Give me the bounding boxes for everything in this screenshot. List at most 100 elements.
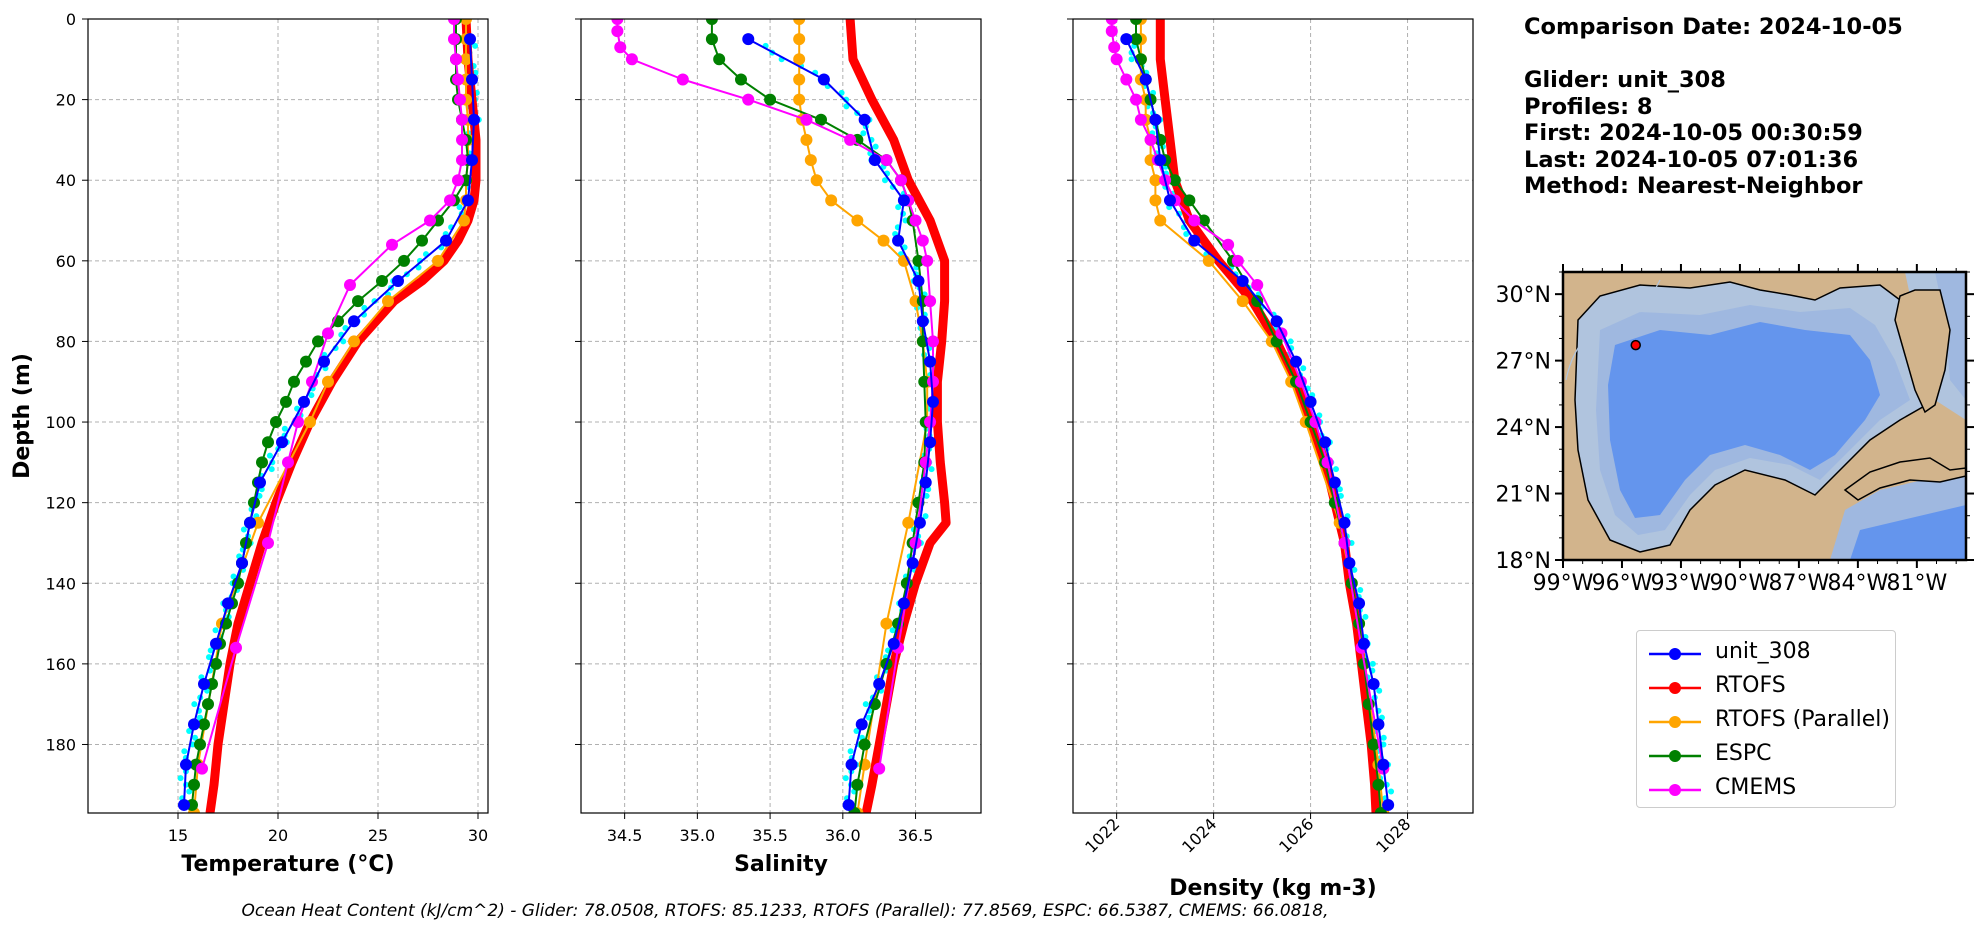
glider-raw-point [1300, 365, 1307, 372]
x-tick-label: 1024 [1178, 814, 1220, 856]
first-time: First: 2024-10-05 00:30:59 [1524, 120, 1863, 146]
series-line-unit-308 [1125, 38, 1390, 806]
glider-raw-point [843, 103, 850, 110]
series-point-cmems [927, 375, 939, 388]
glider-raw-point [1369, 660, 1376, 667]
map-lon-label: 93°W [1651, 571, 1712, 596]
series-point-cmems [424, 214, 436, 227]
series-line-unit-308 [747, 38, 934, 805]
series-point-unit-308 [348, 315, 360, 328]
series-point-unit-308 [912, 274, 925, 287]
last-time: Last: 2024-10-05 07:01:36 [1524, 146, 1859, 173]
series-point-rtofs-parallel- [304, 416, 316, 429]
legend-label: ESPC [1715, 741, 1772, 766]
profile-count: Profiles: 8 [1524, 93, 1653, 120]
series-point-cmems [880, 154, 893, 167]
series-point-unit-308 [1236, 274, 1249, 287]
x-tick-label: 1028 [1372, 814, 1414, 856]
x-axis-label: Salinity [734, 852, 828, 877]
series-point-cmems [1130, 93, 1143, 106]
glider-raw-point [1362, 613, 1369, 620]
series-point-cmems [1110, 53, 1123, 66]
series-point-espc [198, 718, 210, 731]
x-axis-label: Density (kg m-3) [1169, 876, 1377, 901]
map-content [1563, 272, 1966, 560]
series-point-espc [1183, 194, 1196, 207]
series-point-unit-308 [236, 557, 248, 570]
series-point-cmems [1105, 19, 1118, 25]
y-tick-label: 40 [56, 171, 76, 190]
legend-marker [1649, 648, 1701, 660]
series-point-unit-308 [440, 234, 452, 247]
map-lon-label: 96°W [1592, 571, 1653, 596]
series-point-rtofs-parallel- [851, 214, 864, 227]
glider-raw-point [177, 775, 184, 782]
series-point-unit-308 [873, 678, 886, 691]
series-point-espc [202, 698, 214, 711]
glider-raw-point [191, 701, 198, 708]
series-point-unit-308 [464, 33, 476, 46]
x-tick-label: 1022 [1081, 814, 1123, 856]
legend-item-unit-308: unit_308 [1643, 637, 1893, 671]
glider-raw-point [240, 526, 247, 533]
glider-raw-point [181, 748, 188, 755]
glider-raw-point [456, 204, 463, 211]
series-point-espc [288, 375, 300, 388]
series-point-rtofs-parallel- [793, 93, 806, 106]
series-point-cmems [230, 641, 242, 654]
series-point-cmems [262, 536, 274, 549]
series-point-espc [1197, 214, 1210, 227]
ohc-footer: Ocean Heat Content (kJ/cm^2) - Glider: 7… [241, 901, 1329, 921]
series-point-cmems [1222, 238, 1235, 251]
series-point-cmems [322, 327, 334, 340]
x-tick-label: 34.5 [607, 826, 643, 845]
series-point-unit-308 [180, 758, 192, 771]
series-point-unit-308 [318, 355, 330, 368]
glider-raw-point [1388, 788, 1395, 795]
y-axis-label: Depth (m) [10, 353, 35, 479]
glider-raw-point [1376, 687, 1383, 694]
series-point-cmems [873, 762, 886, 775]
x-tick-label: 15 [168, 826, 188, 845]
map-lat-label: 18°N [1496, 549, 1551, 574]
glider-raw-point [1351, 566, 1358, 573]
series-point-espc [312, 335, 324, 348]
series-point-unit-308 [1343, 557, 1356, 570]
glider-raw-point [923, 492, 930, 499]
series-point-cmems [444, 194, 456, 207]
y-tick-label: 180 [45, 735, 76, 754]
glider-raw-point [1128, 56, 1135, 63]
series-point-cmems [1105, 25, 1118, 38]
series-point-rtofs-parallel- [1236, 295, 1249, 308]
series-point-unit-308 [897, 194, 910, 207]
legend-marker [1649, 682, 1701, 694]
legend-label: CMEMS [1715, 775, 1797, 800]
series-point-cmems [452, 174, 464, 187]
river [1639, 279, 1661, 313]
glider-raw-point [881, 177, 888, 184]
series-point-unit-308 [1328, 476, 1341, 489]
series-point-cmems [1120, 73, 1133, 86]
series-point-cmems [1231, 254, 1244, 267]
series-point-rtofs-parallel- [800, 133, 813, 146]
series-point-espc [300, 355, 312, 368]
map-lon-label: 87°W [1769, 571, 1830, 596]
series-point-espc [705, 33, 718, 46]
glider-raw-point [842, 775, 849, 782]
series-point-unit-308 [817, 73, 830, 86]
series-point-unit-308 [892, 234, 905, 247]
series-line-rtofs-parallel- [1139, 19, 1385, 813]
series-point-unit-308 [897, 597, 910, 610]
series-point-rtofs-parallel- [460, 53, 472, 66]
series-point-unit-308 [868, 154, 881, 167]
series-point-rtofs-parallel- [458, 214, 470, 227]
glider-raw-point [1183, 230, 1190, 237]
glider-raw-point [895, 204, 902, 211]
glider-raw-point [847, 748, 854, 755]
series-point-unit-308 [742, 33, 755, 46]
series-point-unit-308 [1357, 637, 1370, 650]
series-point-cmems [1338, 536, 1351, 549]
series-line-espc [191, 19, 469, 805]
series-point-cmems [895, 174, 907, 187]
